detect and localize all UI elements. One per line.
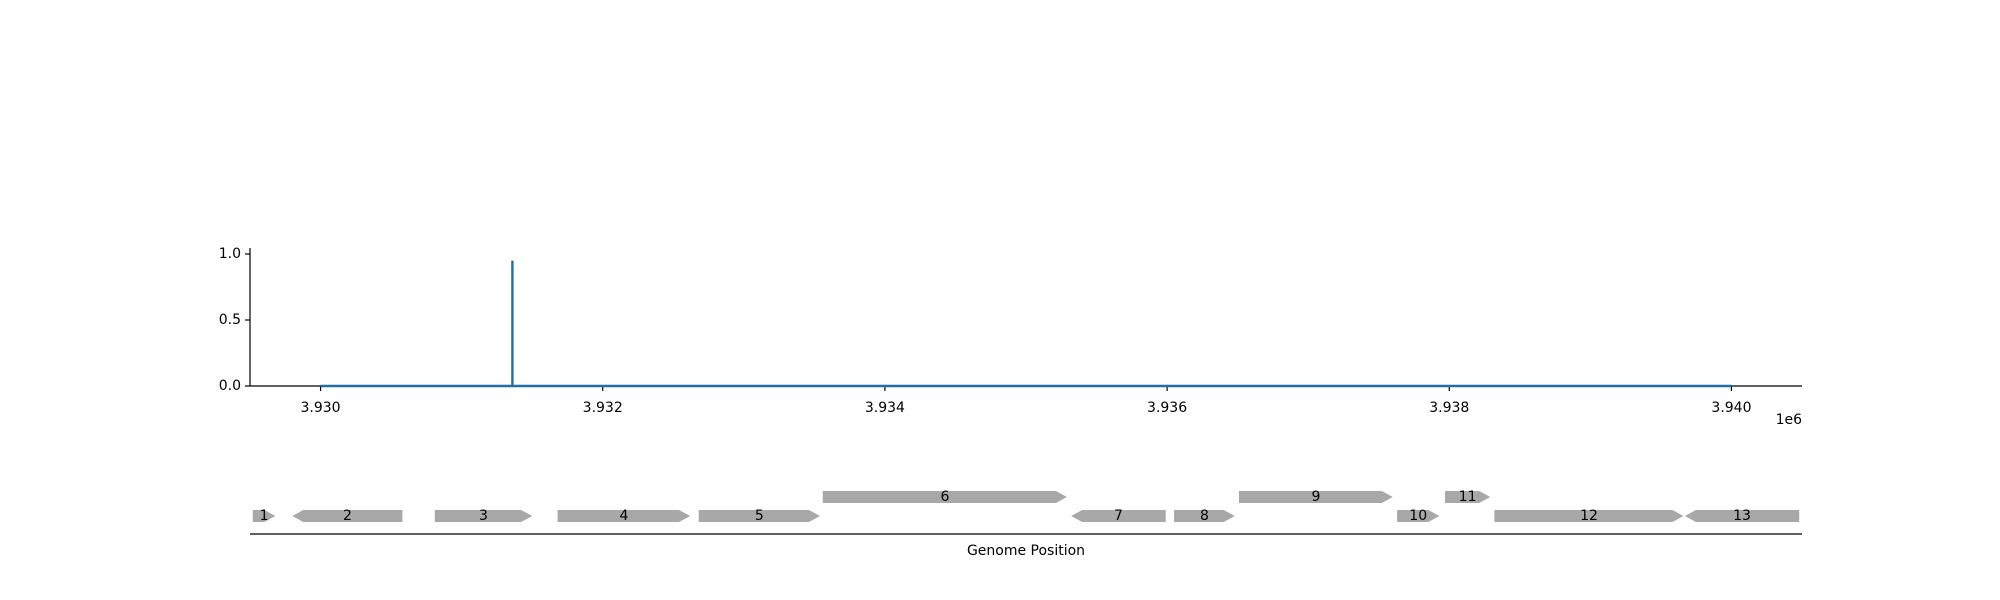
x-tick-label: 3.932	[583, 400, 623, 416]
gene-label: 13	[1733, 508, 1751, 524]
gene-arrow	[1174, 510, 1235, 522]
gene-arrow	[252, 510, 276, 522]
gene-arrow	[1071, 510, 1166, 522]
gene-arrow	[1494, 510, 1684, 522]
x-tick-label: 3.938	[1429, 400, 1469, 416]
y-tick-label: 0.5	[219, 312, 241, 328]
series-line	[320, 260, 1732, 388]
gene-label: 11	[1459, 489, 1477, 505]
x-ticks: 3.930 3.932 3.934 3.936 3.938 3.940	[300, 386, 1752, 416]
series-group	[320, 260, 1732, 388]
gene-arrow	[822, 491, 1067, 503]
gene-label: 5	[755, 508, 764, 524]
x-tick-label: 3.940	[1711, 400, 1751, 416]
gene-label: 8	[1200, 508, 1209, 524]
gene-label: 6	[940, 489, 949, 505]
gene-track-xlabel: Genome Position	[967, 543, 1085, 559]
gene-label: 2	[343, 508, 352, 524]
gene-label: 4	[619, 508, 628, 524]
gene-arrow	[557, 510, 691, 522]
gene-arrow	[1684, 510, 1800, 522]
y-tick-label: 1.0	[219, 246, 241, 262]
gene-arrow	[1397, 510, 1440, 522]
x-offset-label: 1e6	[1776, 412, 1803, 428]
x-tick-label: 3.934	[865, 400, 905, 416]
gene-label: 3	[479, 508, 488, 524]
gene-label: 10	[1409, 508, 1427, 524]
gene-label: 9	[1311, 489, 1320, 505]
gene-arrow	[1445, 491, 1491, 503]
gene-label: 12	[1580, 508, 1598, 524]
gene-arrow	[292, 510, 403, 522]
y-tick-label: 0.0	[219, 378, 241, 394]
gene-arrow	[1239, 491, 1393, 503]
x-tick-label: 3.936	[1147, 400, 1187, 416]
gene-arrow	[698, 510, 820, 522]
gene-arrow	[434, 510, 533, 522]
y-ticks: 0.0 0.5 1.0	[219, 246, 250, 394]
gene-label: 1	[260, 508, 269, 524]
coverage-plot: 0.0 0.5 1.0 3.930 3.932 3.934 3.936 3.938 3.940…	[219, 246, 1802, 428]
x-tick-label: 3.930	[300, 400, 340, 416]
gene-label: 7	[1114, 508, 1123, 524]
